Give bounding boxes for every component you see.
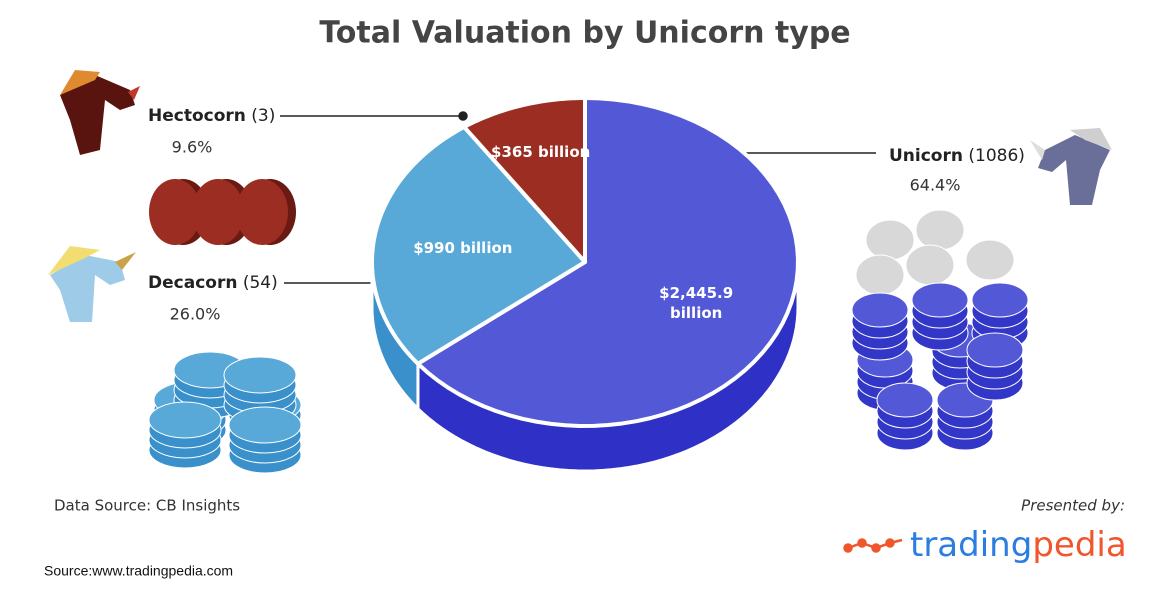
- unicorn-icon: [1030, 128, 1112, 205]
- value-label: $2,445.9 billion: [659, 284, 734, 323]
- category-label: Hectocorn (3): [148, 106, 275, 126]
- coin: [965, 239, 1015, 281]
- decacorn-icon: [48, 246, 136, 322]
- slice: [462, 96, 587, 264]
- coin: [851, 292, 909, 328]
- coin: [148, 401, 222, 439]
- category-name: Hectocorn: [148, 106, 246, 126]
- coin: [855, 254, 905, 296]
- coin: [228, 406, 302, 444]
- coins: [148, 179, 1029, 474]
- brand: tradingpedia: [910, 525, 1127, 565]
- presented-by: Presented by:: [1021, 497, 1125, 515]
- coin: [876, 382, 934, 418]
- value-label: $365 billion: [491, 143, 591, 162]
- coin: [223, 356, 297, 394]
- percent-label: 26.0%: [170, 305, 221, 324]
- leader-dot: [458, 111, 468, 121]
- category-label: Unicorn (1086): [889, 146, 1025, 166]
- category-count: (1086): [968, 146, 1025, 166]
- coin: [915, 209, 965, 251]
- brand-mark: [843, 538, 903, 553]
- category-name: Unicorn: [889, 146, 963, 166]
- title: Total Valuation by Unicorn type: [319, 16, 850, 51]
- percent-label: 9.6%: [172, 138, 213, 157]
- source: Source:www.tradingpedia.com: [44, 563, 233, 579]
- brand-first: trading: [910, 525, 1032, 565]
- hectocorn-icon: [60, 70, 140, 155]
- coin: [905, 244, 955, 286]
- data-source: Data Source: CB Insights: [54, 497, 240, 515]
- coin: [192, 179, 244, 245]
- coin: [149, 179, 201, 245]
- category-count: (3): [251, 106, 275, 126]
- percent-label: 64.4%: [910, 176, 961, 195]
- brand-second: pedia: [1032, 525, 1126, 565]
- slice: [370, 124, 587, 366]
- coin: [911, 282, 969, 318]
- slice: [415, 96, 800, 428]
- category-label: Decacorn (54): [148, 273, 278, 293]
- category-count: (54): [243, 273, 278, 293]
- coin: [971, 282, 1029, 318]
- coin: [236, 179, 288, 245]
- coin: [865, 219, 915, 261]
- value-label: $990 billion: [413, 238, 513, 257]
- coin: [966, 332, 1024, 368]
- category-name: Decacorn: [148, 273, 237, 293]
